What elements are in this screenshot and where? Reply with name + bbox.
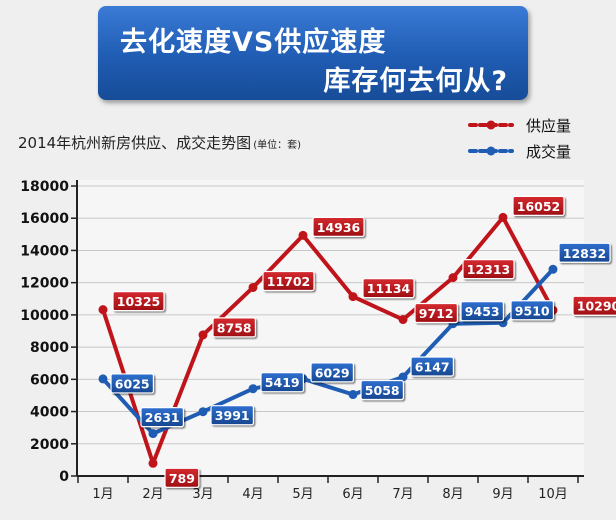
data-label-deal: 12832 bbox=[563, 246, 607, 261]
data-label-supply: 12313 bbox=[467, 262, 511, 277]
data-label-box-supply bbox=[262, 270, 315, 292]
y-tick-label: 6000 bbox=[30, 372, 69, 388]
x-tick-label: 2月 bbox=[142, 487, 163, 502]
data-label-deal: 6025 bbox=[115, 376, 150, 391]
data-label-deal: 6147 bbox=[415, 359, 450, 374]
data-point-deal bbox=[398, 372, 408, 382]
data-point-deal bbox=[348, 390, 358, 400]
x-tick-label: 8月 bbox=[442, 487, 463, 502]
y-tick-label: 18000 bbox=[20, 179, 69, 195]
data-point-deal bbox=[98, 374, 108, 384]
data-label-box-deal bbox=[310, 362, 355, 383]
legend-label-deal: 成交量 bbox=[526, 143, 571, 161]
data-label-box-deal bbox=[110, 373, 155, 394]
data-label-deal: 6029 bbox=[315, 365, 350, 380]
data-label-box-supply bbox=[414, 302, 459, 324]
data-point-supply bbox=[148, 458, 158, 468]
data-label-deal: 2631 bbox=[145, 410, 180, 425]
data-label-deal: 3991 bbox=[215, 408, 250, 423]
data-label-box-supply bbox=[312, 216, 365, 237]
data-label-box-supply bbox=[112, 291, 165, 312]
x-tick-label: 1月 bbox=[92, 487, 113, 502]
data-label-deal: 5058 bbox=[365, 383, 400, 398]
y-tick-label: 14000 bbox=[20, 243, 69, 259]
data-point-supply bbox=[498, 212, 508, 222]
data-label-box-supply bbox=[212, 317, 257, 338]
data-label-box-supply bbox=[362, 278, 415, 299]
data-label-box-supply bbox=[512, 195, 565, 216]
y-tick-label: 16000 bbox=[20, 211, 69, 227]
series-line-supply bbox=[101, 215, 555, 466]
y-tick-label: 4000 bbox=[30, 405, 69, 421]
data-label-box-deal bbox=[558, 242, 611, 263]
data-point-supply bbox=[198, 330, 208, 340]
banner-title-line2: 库存何去何从? bbox=[323, 66, 508, 97]
banner-title-line1: 去化速度VS供应速度 bbox=[120, 27, 387, 58]
data-label-box-supply bbox=[164, 467, 200, 488]
data-label-supply: 9712 bbox=[419, 306, 454, 321]
data-label-deal: 9510 bbox=[515, 303, 550, 318]
data-label-supply: 10290 bbox=[577, 299, 616, 314]
y-tick-label: 8000 bbox=[30, 340, 69, 356]
data-label-box-supply bbox=[572, 295, 616, 316]
data-label-supply: 10325 bbox=[117, 294, 161, 309]
data-label-supply: 11702 bbox=[267, 274, 311, 289]
y-tick-label: 2000 bbox=[30, 437, 69, 453]
chart-subtitle: 2014年杭州新房供应、成交走势图 (单位：套) bbox=[18, 132, 301, 153]
data-label-box-deal bbox=[260, 372, 305, 393]
x-tick-label: 5月 bbox=[292, 487, 313, 502]
data-label-supply: 11134 bbox=[367, 281, 411, 296]
x-tick-label: 3月 bbox=[192, 487, 213, 502]
x-tick-label: 10月 bbox=[538, 487, 568, 502]
data-point-supply bbox=[348, 292, 358, 302]
legend-marker-deal bbox=[486, 146, 496, 156]
y-tick-label: 0 bbox=[59, 469, 69, 485]
data-label-box-deal bbox=[210, 405, 255, 426]
data-point-deal bbox=[198, 407, 208, 417]
data-label-box-deal bbox=[510, 300, 555, 321]
data-label-supply: 8758 bbox=[217, 320, 252, 335]
chart-subtitle-text: 2014年杭州新房供应、成交走势图 bbox=[18, 134, 252, 152]
data-label-box-deal bbox=[460, 301, 505, 322]
data-label-box-deal bbox=[360, 379, 405, 401]
x-tick-label: 9月 bbox=[492, 487, 513, 502]
data-point-supply bbox=[398, 315, 408, 325]
data-point-deal bbox=[148, 429, 158, 439]
data-label-deal: 5419 bbox=[265, 375, 300, 390]
data-point-supply bbox=[248, 282, 258, 292]
x-tick-label: 4月 bbox=[242, 487, 263, 502]
data-label-supply: 14936 bbox=[317, 220, 361, 235]
data-label-supply: 16052 bbox=[517, 199, 561, 214]
data-label-box-deal bbox=[140, 407, 185, 428]
legend-label-supply: 供应量 bbox=[526, 117, 571, 135]
data-point-supply bbox=[448, 273, 458, 283]
x-tick-label: 7月 bbox=[392, 487, 413, 502]
data-point-deal bbox=[548, 264, 558, 274]
chart-unit-label: (单位：套) bbox=[253, 140, 301, 151]
data-label-box-deal bbox=[410, 356, 455, 377]
data-label-supply: 789 bbox=[169, 471, 195, 486]
data-label-deal: 9453 bbox=[465, 304, 500, 319]
data-point-supply bbox=[98, 305, 108, 315]
y-tick-label: 12000 bbox=[20, 276, 69, 292]
data-point-supply bbox=[298, 230, 308, 240]
legend-marker-supply bbox=[486, 120, 496, 130]
data-label-box-supply bbox=[462, 259, 515, 280]
y-tick-label: 10000 bbox=[20, 308, 69, 324]
x-tick-label: 6月 bbox=[342, 487, 363, 502]
data-point-deal bbox=[248, 384, 258, 394]
title-banner: 去化速度VS供应速度 库存何去何从? bbox=[98, 6, 528, 100]
